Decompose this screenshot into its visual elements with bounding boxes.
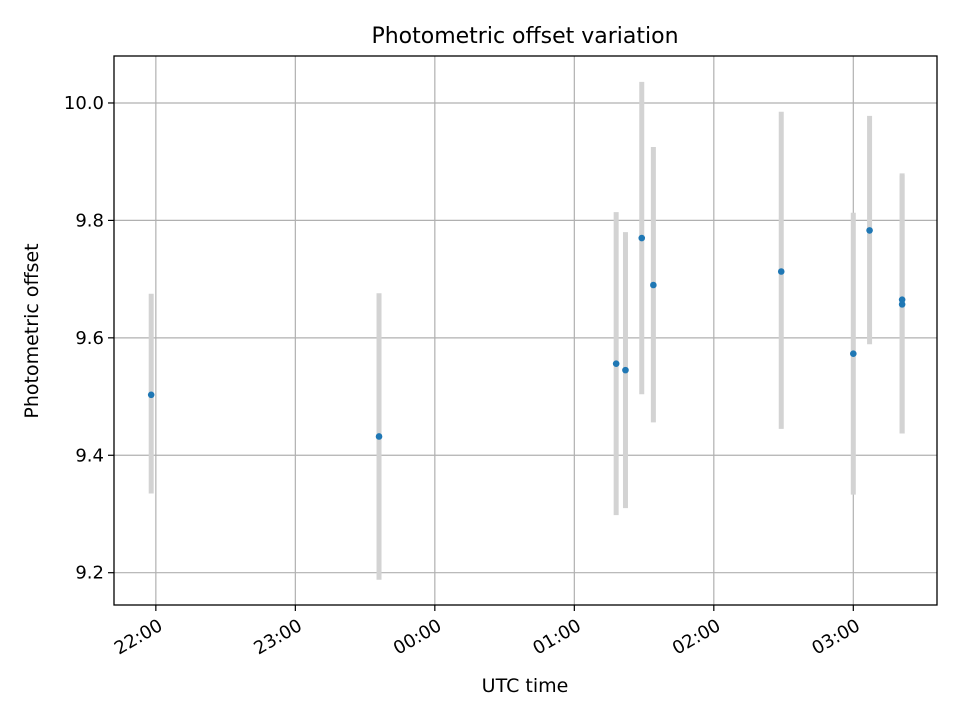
plot-frame <box>113 55 938 606</box>
data-point <box>638 234 646 242</box>
data-point <box>898 296 906 303</box>
y-tick-label: 9.2 <box>75 563 104 584</box>
data-point <box>777 268 785 275</box>
data-point <box>375 433 383 440</box>
data-point <box>612 360 620 367</box>
chart-title: Photometric offset variation <box>371 24 678 49</box>
y-axis-ticks: 9.2 9.4 9.6 9.8 10.0 <box>64 93 114 584</box>
data-points <box>147 227 906 440</box>
y-tick-label: 9.4 <box>75 445 104 466</box>
data-point <box>898 301 906 308</box>
data-point <box>622 366 629 374</box>
data-point <box>650 281 657 289</box>
x-axis-label: UTC time <box>482 675 569 697</box>
y-tick-label: 10.0 <box>64 93 104 114</box>
y-tick-label: 9.6 <box>75 328 104 349</box>
y-axis-label: Photometric offset <box>21 243 43 418</box>
y-tick-label: 9.8 <box>75 210 104 231</box>
data-point <box>866 227 873 234</box>
data-point <box>850 350 857 357</box>
data-point <box>147 391 155 399</box>
